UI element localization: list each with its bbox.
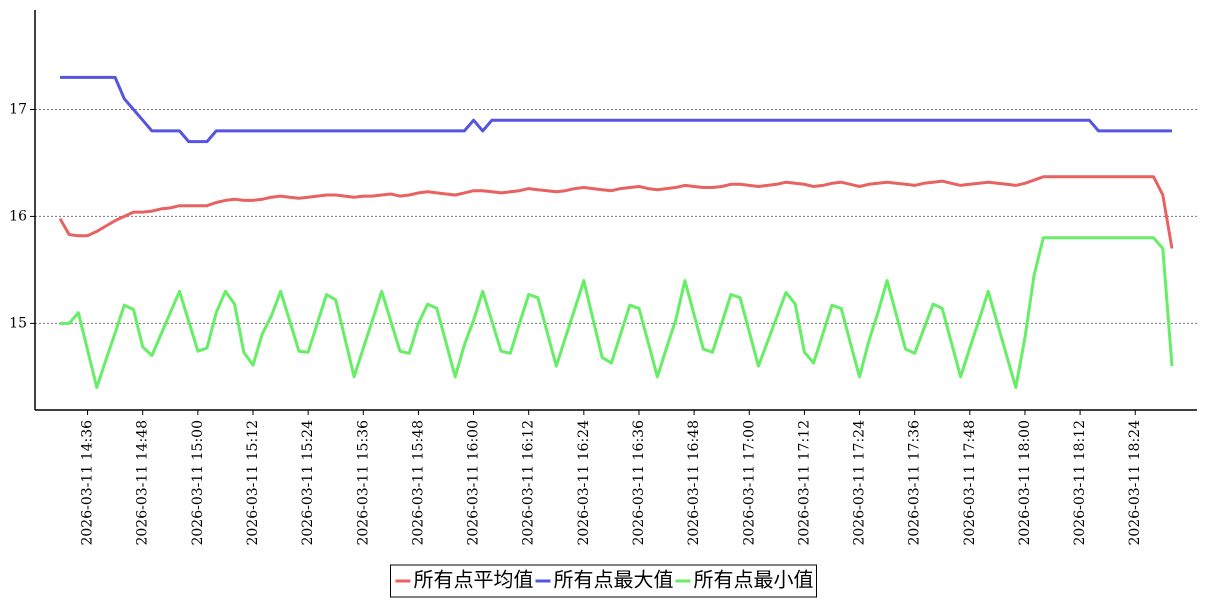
x-tick-label: 2026-03-11 16:00	[466, 420, 482, 546]
x-tick-label: 2026-03-11 16:24	[576, 420, 592, 546]
x-tick-label: 2026-03-11 18:00	[1017, 420, 1033, 546]
series-line	[58, 175, 1174, 249]
legend-label: 所有点最大值	[554, 568, 674, 592]
x-tick-label: 2026-03-11 14:36	[80, 420, 96, 546]
x-tick-label: 2026-03-11 16:36	[631, 420, 647, 546]
series-line	[60, 75, 1172, 144]
legend-label: 所有点最小值	[694, 568, 814, 592]
legend-box	[390, 564, 817, 598]
x-tick-label: 2026-03-11 17:12	[796, 420, 812, 546]
x-tick-label: 2026-03-11 17:00	[741, 420, 757, 546]
x-tick-label: 2026-03-11 18:24	[1127, 420, 1143, 546]
series-line	[60, 236, 1174, 389]
y-tick-label: 17	[9, 101, 27, 117]
x-tick-label: 2026-03-11 17:24	[852, 420, 868, 546]
legend-label: 所有点平均值	[414, 568, 534, 592]
x-tick-label: 2026-03-11 15:36	[355, 420, 371, 546]
x-tick-label: 2026-03-11 17:36	[907, 420, 923, 546]
y-tick-label: 15	[9, 315, 27, 331]
x-tick-label: 2026-03-11 15:48	[410, 420, 426, 546]
x-tick-label: 2026-03-11 16:12	[521, 420, 537, 546]
x-tick-label: 2026-03-11 14:48	[135, 420, 151, 546]
x-tick-label: 2026-03-11 15:00	[190, 420, 206, 546]
x-tick-label: 2026-03-11 16:48	[686, 420, 702, 546]
x-tick-label: 2026-03-11 15:12	[245, 420, 261, 546]
y-tick-label: 16	[9, 208, 27, 224]
x-tick-label: 2026-03-11 18:12	[1072, 420, 1088, 546]
x-tick-label: 2026-03-11 15:24	[300, 420, 316, 546]
x-tick-label: 2026-03-11 17:48	[962, 420, 978, 546]
legend: 所有点平均值 所有点最大值 所有点最小值	[390, 564, 817, 598]
